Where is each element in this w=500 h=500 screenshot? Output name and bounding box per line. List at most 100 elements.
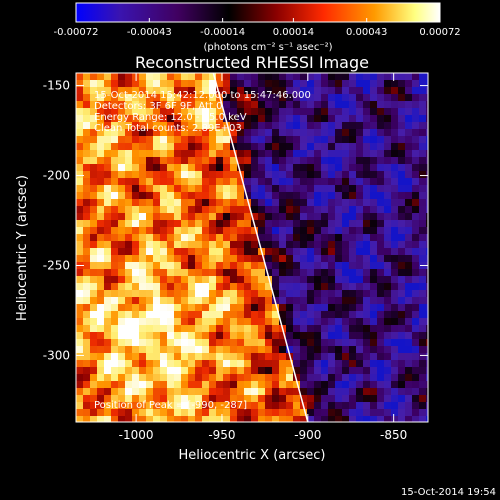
heatmap-cell [412,178,420,186]
heatmap-cell [223,192,231,200]
heatmap-cell [111,367,119,375]
heatmap-cell [146,318,154,326]
heatmap-cell [328,206,336,214]
heatmap-cell [391,297,399,305]
heatmap-cell [321,346,329,354]
heatmap-cell [181,206,189,214]
heatmap-cell [356,276,364,284]
heatmap-cell [167,381,175,389]
heatmap-cell [412,381,420,389]
heatmap-cell [314,276,322,284]
heatmap-cell [90,416,98,422]
heatmap-cell [195,220,203,228]
heatmap-cell [384,206,392,214]
heatmap-cell [139,206,147,214]
heatmap-cell [223,227,231,235]
heatmap-cell [363,283,371,291]
heatmap-cell [356,367,364,375]
heatmap-cell [230,416,238,422]
heatmap-cell [349,311,357,319]
heatmap-cell [237,108,245,116]
heatmap-cell [384,122,392,130]
heatmap-cell [244,157,252,165]
heatmap-cell [265,262,273,270]
heatmap-cell [125,73,133,81]
heatmap-cell [300,388,308,396]
heatmap-cell [111,325,119,333]
heatmap-cell [237,192,245,200]
heatmap-cell [132,269,140,277]
heatmap-cell [202,129,210,137]
heatmap-cell [377,318,385,326]
heatmap-cell [181,234,189,242]
heatmap-cell [139,255,147,263]
heatmap-cell [174,143,182,151]
heatmap-cell [398,241,406,249]
heatmap-cell [321,227,329,235]
heatmap-cell [419,185,427,193]
heatmap-cell [230,108,238,116]
heatmap-cell [153,206,161,214]
heatmap-cell [153,402,161,410]
heatmap-cell [97,108,105,116]
heatmap-cell [314,115,322,123]
heatmap-cell [174,311,182,319]
heatmap-cell [419,157,427,165]
heatmap-cell [349,297,357,305]
heatmap-cell [139,395,147,403]
heatmap-cell [111,150,119,158]
heatmap-cell [419,94,427,102]
heatmap-cell [195,276,203,284]
heatmap-cell [125,339,133,347]
heatmap-cell [384,388,392,396]
heatmap-cell [258,192,266,200]
x-tick-label: -900 [294,428,321,442]
heatmap-cell [265,388,273,396]
heatmap-cell [384,87,392,95]
heatmap-cell [244,213,252,221]
heatmap-cell [258,325,266,333]
heatmap-cell [174,87,182,95]
heatmap-cell [90,129,98,137]
heatmap-cell [97,367,105,375]
heatmap-cell [314,297,322,305]
heatmap-cell [258,339,266,347]
heatmap-cell [209,206,217,214]
heatmap-cell [265,332,273,340]
heatmap-cell [405,283,413,291]
heatmap-cell [384,220,392,228]
heatmap-cell [223,129,231,137]
heatmap-cell [83,388,91,396]
heatmap-cell [125,276,133,284]
heatmap-cell [153,262,161,270]
heatmap-cell [258,101,266,109]
heatmap-cell [328,227,336,235]
heatmap-cell [426,395,428,403]
heatmap-cell [265,171,273,179]
heatmap-cell [349,206,357,214]
heatmap-cell [167,374,175,382]
heatmap-cell [153,395,161,403]
heatmap-cell [223,150,231,158]
heatmap-cell [293,122,301,130]
heatmap-cell [314,269,322,277]
heatmap-cell [223,402,231,410]
heatmap-cell [363,388,371,396]
heatmap-cell [307,304,315,312]
heatmap-cell [328,262,336,270]
heatmap-cell [195,206,203,214]
heatmap-cell [90,122,98,130]
heatmap-cell [286,80,294,88]
heatmap-cell [237,227,245,235]
heatmap-cell [90,402,98,410]
heatmap-cells [76,73,428,422]
heatmap-cell [265,143,273,151]
heatmap-cell [244,185,252,193]
heatmap-cell [251,101,259,109]
heatmap-cell [139,346,147,354]
heatmap-cell [251,178,259,186]
heatmap-cell [195,241,203,249]
heatmap-cell [391,227,399,235]
heatmap-cell [419,332,427,340]
heatmap-cell [356,311,364,319]
